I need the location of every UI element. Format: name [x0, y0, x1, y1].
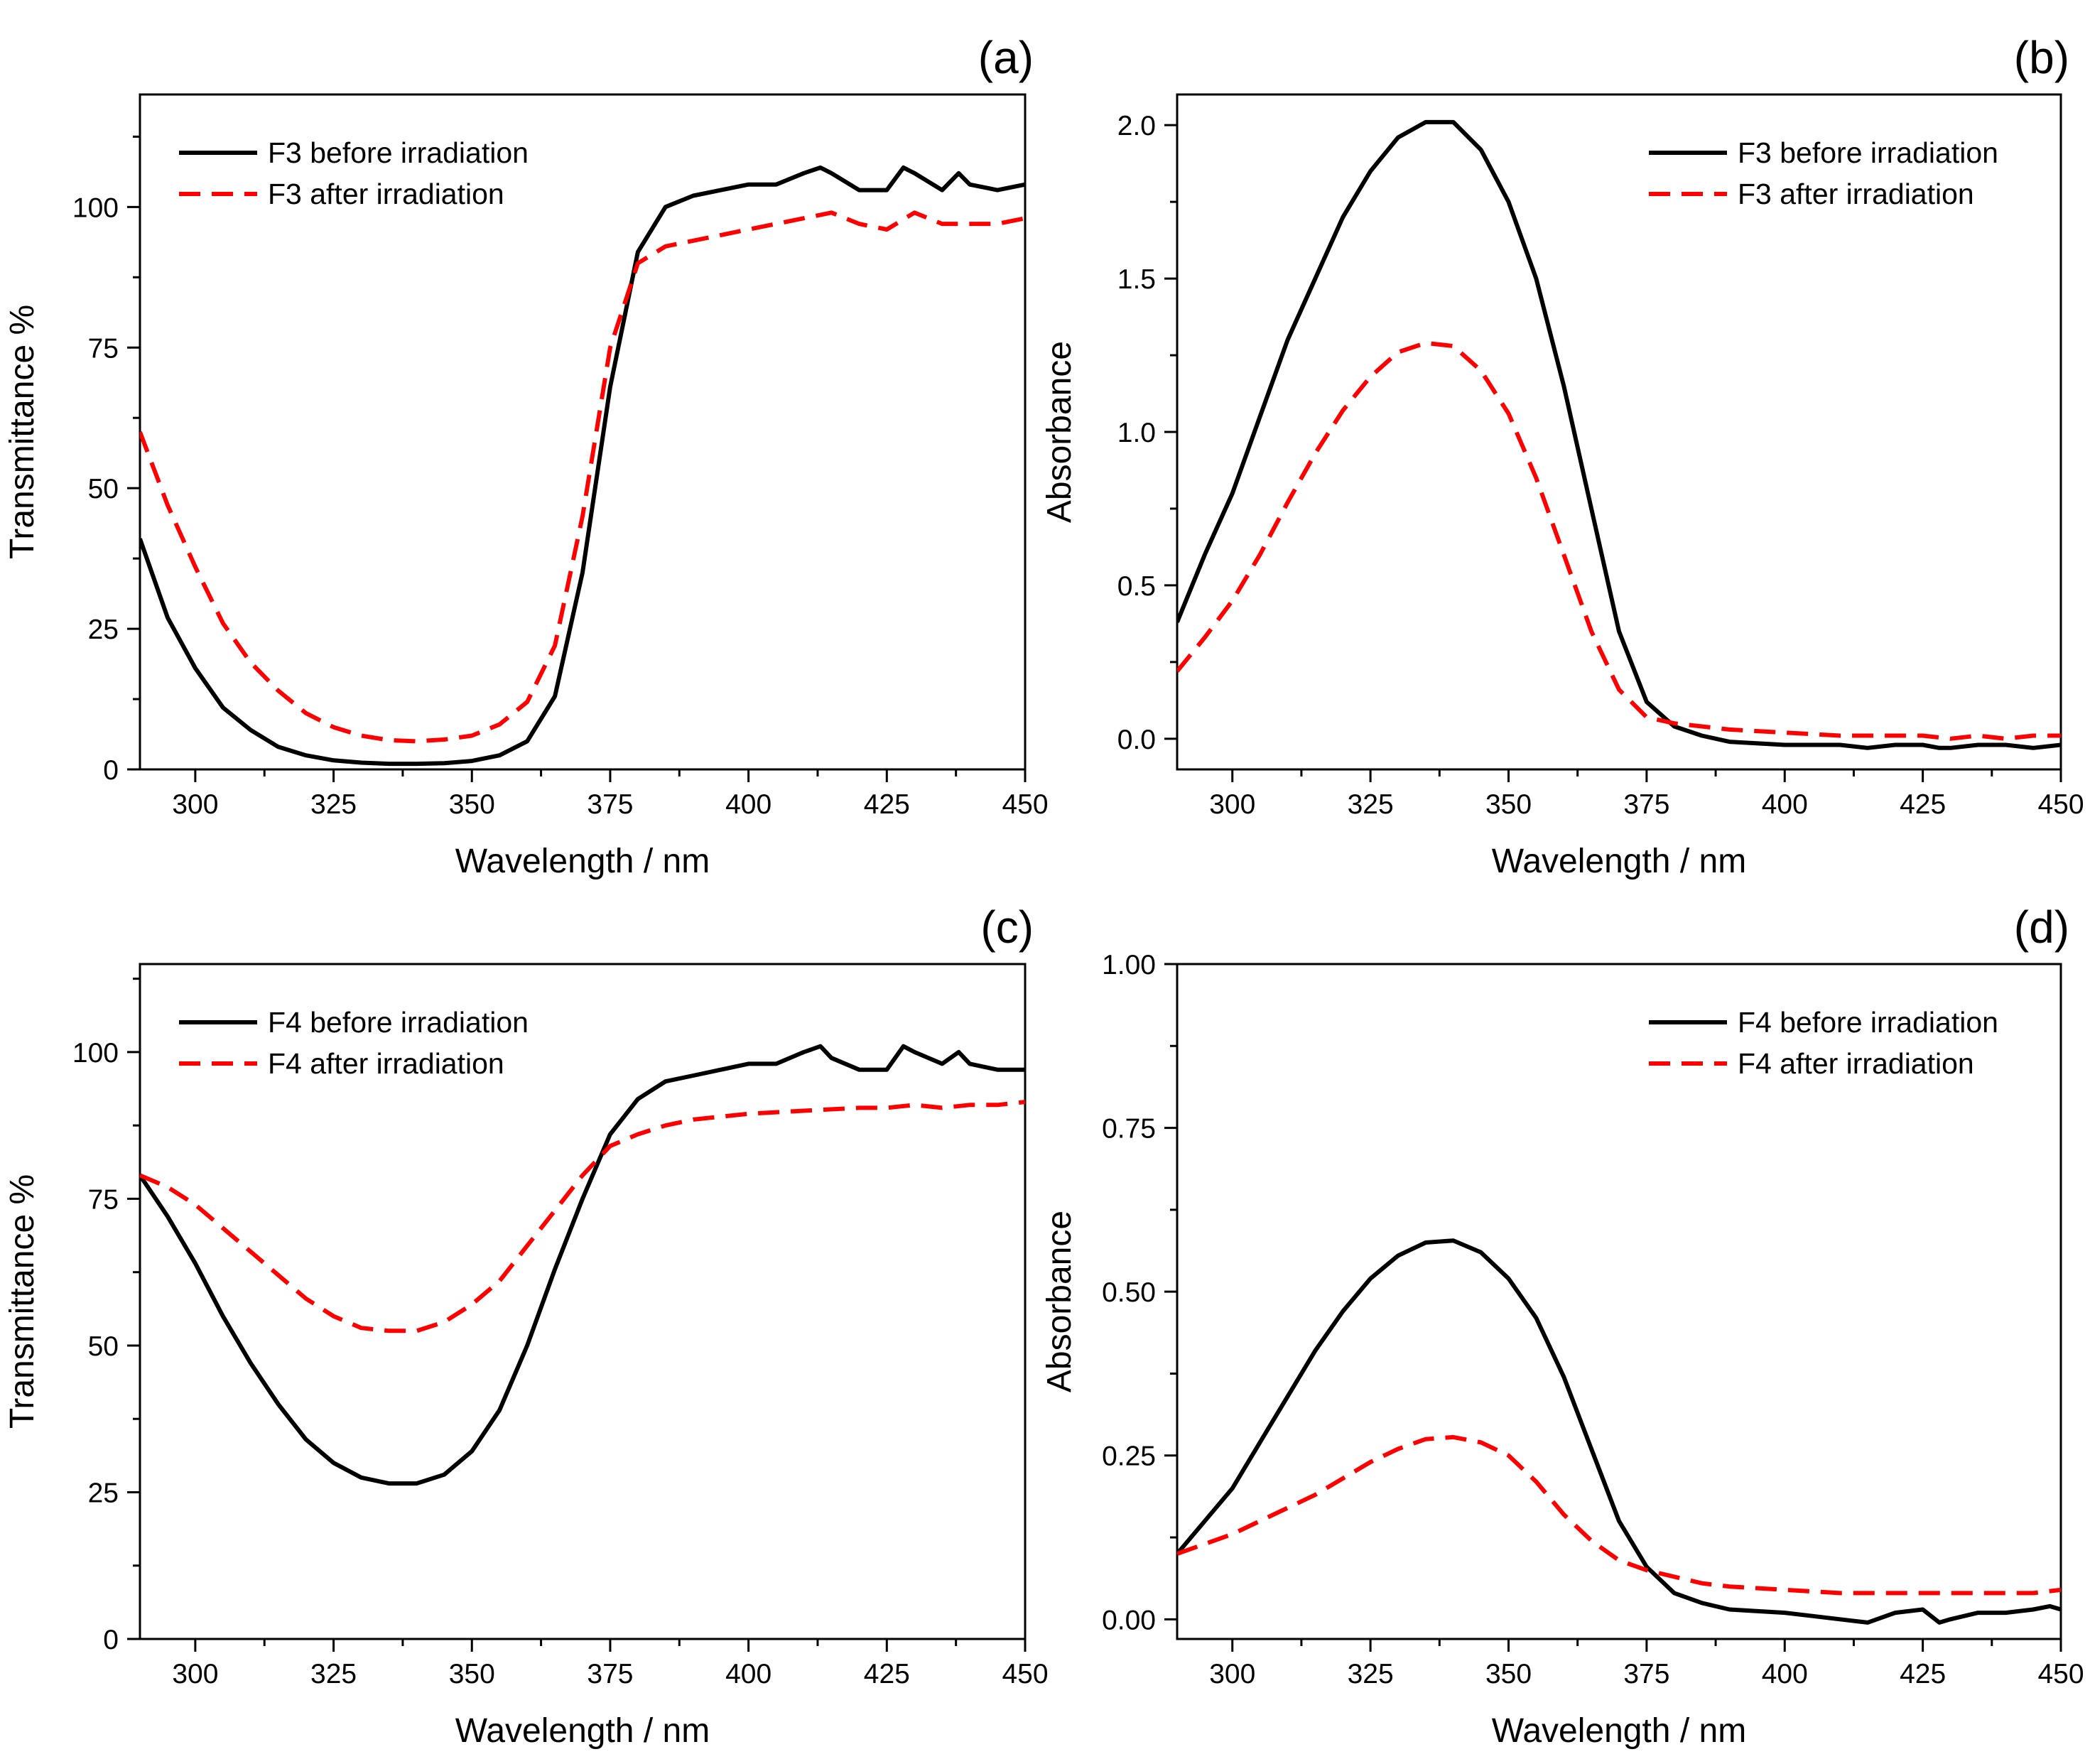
x-tick-label: 300	[1209, 789, 1255, 820]
series-line-after	[140, 1100, 1025, 1333]
x-tick-label: 325	[1348, 789, 1394, 820]
y-tick-label: 0.25	[1102, 1441, 1156, 1472]
legend-label: F3 before irradiation	[268, 136, 529, 169]
legend-label: F3 after irradiation	[1738, 178, 1974, 210]
x-tick-label: 350	[1485, 789, 1532, 820]
x-tick-label: 450	[2037, 1659, 2084, 1689]
y-axis-title: Transmittance %	[4, 305, 41, 559]
y-tick-label: 0.50	[1102, 1277, 1156, 1308]
y-tick-label: 1.00	[1102, 950, 1156, 980]
x-tick-label: 425	[1900, 789, 1946, 820]
y-tick-label: 25	[88, 1478, 119, 1508]
panel-label: (d)	[2014, 902, 2069, 953]
x-tick-label: 300	[172, 789, 218, 820]
panel-label: (c)	[980, 902, 1034, 953]
x-tick-label: 400	[725, 789, 771, 820]
legend-label: F4 after irradiation	[268, 1047, 504, 1080]
x-tick-label: 350	[449, 789, 495, 820]
y-tick-label: 0	[103, 1625, 119, 1655]
x-tick-label: 425	[864, 789, 910, 820]
y-tick-label: 0.00	[1102, 1605, 1156, 1635]
series-line-before	[1177, 119, 2061, 750]
series-line-before	[1177, 1238, 2061, 1625]
y-tick-label: 0.0	[1117, 725, 1156, 755]
x-tick-label: 375	[587, 1659, 633, 1689]
y-axis-title: Absorbance	[1041, 1211, 1078, 1392]
x-axis-title: Wavelength / nm	[455, 843, 710, 880]
plot-frame	[1176, 963, 2062, 1640]
y-tick-label: 100	[72, 193, 119, 223]
series-line-before	[140, 1044, 1025, 1486]
x-tick-label: 450	[2037, 789, 2084, 820]
y-tick-label: 100	[72, 1038, 119, 1068]
x-tick-label: 375	[1623, 1659, 1669, 1689]
x-tick-label: 375	[1623, 789, 1669, 820]
x-tick-label: 350	[1485, 1659, 1532, 1689]
y-tick-label: 0	[103, 755, 119, 786]
y-axis-title: Transmittance %	[4, 1174, 41, 1429]
x-tick-label: 300	[172, 1659, 218, 1689]
y-tick-label: 50	[88, 1331, 119, 1362]
x-tick-label: 400	[1762, 1659, 1808, 1689]
plot-frame	[139, 963, 1027, 1640]
x-tick-label: 350	[449, 1659, 495, 1689]
y-tick-label: 50	[88, 474, 119, 504]
panel-label: (a)	[978, 32, 1034, 83]
x-tick-label: 450	[1002, 789, 1048, 820]
y-tick-label: 1.0	[1117, 418, 1156, 448]
y-tick-label: 1.5	[1117, 264, 1156, 295]
y-axis-title: Absorbance	[1041, 341, 1078, 523]
x-tick-label: 425	[864, 1659, 910, 1689]
panel-c: 300 325 350 375 400 425 450 0 25 50 75 100 Wavelengt…	[4, 902, 1049, 1750]
panel-label: (b)	[2014, 32, 2069, 83]
series-line-before	[140, 165, 1025, 767]
panel-d: 300 325 350 375 400 425 450 0.00 0.25 0.50 0.75 1.0…	[1041, 902, 2084, 1750]
legend-label: F4 after irradiation	[1738, 1047, 1974, 1080]
x-tick-label: 375	[587, 789, 633, 820]
x-tick-label: 325	[310, 789, 357, 820]
x-tick-label: 325	[1348, 1659, 1394, 1689]
x-axis-title: Wavelength / nm	[1492, 843, 1746, 880]
y-tick-label: 75	[88, 1184, 119, 1215]
y-tick-label: 0.75	[1102, 1114, 1156, 1145]
x-tick-label: 325	[310, 1659, 357, 1689]
y-tick-label: 2.0	[1117, 111, 1156, 141]
series-line-after	[140, 210, 1025, 744]
x-axis-title: Wavelength / nm	[1492, 1712, 1746, 1750]
panel-a: 300 325 350 375 400 425 450 0 25 50 75 100 Wavelengt…	[4, 32, 1049, 880]
legend-label: F4 before irradiation	[1738, 1006, 1998, 1039]
legend-label: F4 before irradiation	[268, 1006, 529, 1039]
x-axis-title: Wavelength / nm	[455, 1712, 710, 1750]
legend-label: F3 before irradiation	[1738, 136, 1998, 169]
x-tick-label: 300	[1209, 1659, 1255, 1689]
legend-label: F3 after irradiation	[268, 178, 504, 210]
x-tick-label: 400	[725, 1659, 771, 1689]
panel-b: 300 325 350 375 400 425 450 0.0 0.5 1.0 1.5 2.0 Wave…	[1041, 32, 2084, 880]
series-line-after	[1177, 1434, 2061, 1596]
y-tick-label: 0.5	[1117, 571, 1156, 602]
y-tick-label: 75	[88, 333, 119, 364]
y-tick-label: 25	[88, 615, 119, 645]
series-line-after	[1177, 340, 2061, 741]
x-tick-label: 400	[1762, 789, 1808, 820]
x-tick-label: 425	[1900, 1659, 1946, 1689]
x-tick-label: 450	[1002, 1659, 1048, 1689]
